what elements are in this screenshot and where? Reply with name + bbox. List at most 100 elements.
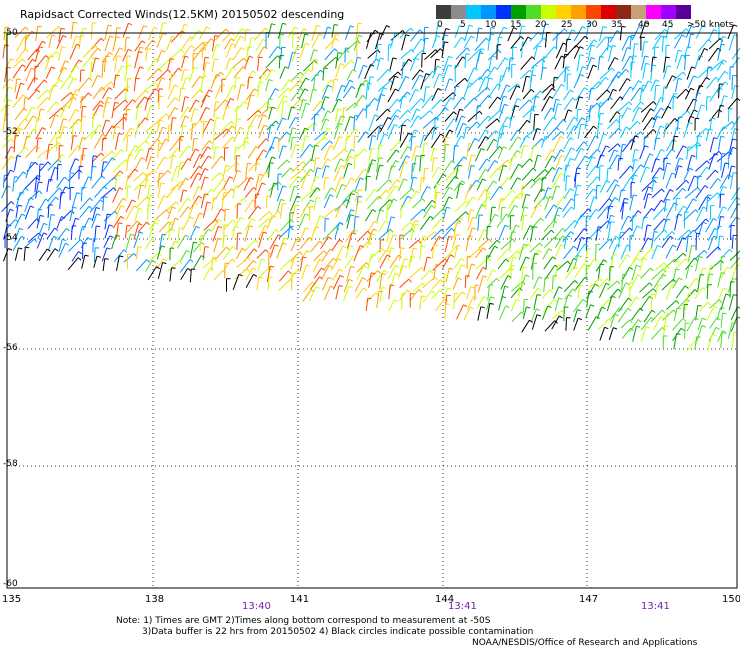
wind-barb (247, 146, 257, 159)
wind-barb-flag (174, 240, 179, 244)
wind-barb-flag (710, 265, 715, 268)
wind-barb-flag (118, 222, 123, 224)
wind-barb (398, 178, 405, 192)
wind-barb (606, 179, 616, 193)
wind-barb (268, 162, 271, 178)
wind-barb-flag (232, 246, 236, 250)
wind-barb-flag (688, 122, 693, 125)
wind-barb-flag (579, 46, 584, 49)
wind-barb-flag (111, 157, 116, 161)
wind-barb (640, 326, 647, 343)
wind-barb (651, 268, 664, 281)
wind-barb (342, 59, 352, 69)
wind-barb (246, 47, 249, 63)
wind-barb (665, 139, 674, 152)
wind-barb-flag (492, 269, 497, 273)
wind-barb-flag (678, 165, 683, 168)
wind-barb-flag (461, 291, 466, 295)
wind-barb (235, 248, 243, 260)
wind-barb-flag (73, 21, 78, 24)
wind-barb (133, 148, 141, 161)
wind-barb (728, 34, 735, 51)
wind-barb-flag (531, 56, 536, 60)
wind-barb (313, 157, 317, 172)
wind-barb-flag (681, 54, 686, 57)
wind-barb (202, 121, 205, 139)
wind-barb-flag (462, 122, 467, 126)
wind-barb (200, 95, 207, 108)
colorbar-swatch (481, 5, 496, 19)
wind-barb (167, 260, 180, 272)
wind-barb-flag (395, 160, 400, 163)
wind-barb (651, 158, 657, 173)
wind-barb-flag (527, 36, 532, 40)
wind-barb (496, 133, 501, 149)
wind-barb (355, 23, 359, 40)
wind-barb-flag (445, 136, 450, 139)
wind-barb-flag (270, 146, 275, 149)
wind-barb (215, 28, 227, 41)
wind-barb-flag (247, 162, 252, 165)
wind-barb-flag (466, 126, 471, 129)
wind-barb (455, 115, 463, 132)
wind-barb (277, 159, 288, 170)
wind-barb-flag (277, 181, 282, 185)
wind-barb-flag (700, 273, 705, 276)
wind-barb-flag (471, 263, 476, 266)
wind-barb-flag (575, 45, 580, 49)
wind-barb (346, 232, 353, 249)
wind-barb-flag (379, 144, 384, 147)
wind-barb-flag (410, 255, 415, 258)
wind-barb-flag (620, 231, 625, 234)
wind-barb (386, 230, 390, 243)
wind-barb (654, 29, 666, 41)
wind-barb-flag (55, 51, 60, 56)
wind-barb-flag (315, 175, 320, 179)
wind-barb (243, 137, 246, 150)
wind-barb-flag (613, 327, 618, 330)
wind-barb-flag (363, 168, 368, 172)
wind-barb (114, 133, 120, 150)
wind-barb (444, 78, 450, 92)
wind-barb (466, 143, 470, 158)
wind-barb (731, 47, 740, 60)
wind-barb-flag (639, 249, 644, 253)
wind-barb (519, 36, 529, 52)
wind-barb (598, 45, 610, 59)
wind-barb (387, 198, 394, 210)
wind-barb (235, 106, 238, 119)
wind-barb-flag (532, 178, 536, 183)
wind-barb-flag (82, 96, 87, 98)
wind-barb (412, 198, 423, 209)
wind-barb-flag (327, 26, 332, 29)
wind-barb-flag (517, 177, 522, 181)
wind-barb (661, 235, 671, 249)
wind-barb-flag (246, 29, 251, 31)
wind-barb (573, 46, 581, 59)
wind-barb-flag (583, 141, 588, 145)
wind-barb (640, 237, 649, 253)
wind-barb-flag (359, 177, 364, 180)
wind-barb-flag (88, 92, 92, 96)
wind-barb (630, 308, 641, 321)
wind-barb-flag (590, 105, 595, 107)
wind-barb-flag (374, 189, 378, 193)
wind-barb (586, 176, 598, 189)
wind-barb-flag (182, 125, 187, 127)
wind-barb (265, 55, 278, 69)
wind-barb-flag (435, 263, 441, 266)
wind-barb (652, 116, 658, 128)
wind-barb-flag (261, 258, 266, 261)
wind-barb (234, 268, 248, 280)
wind-barb (410, 29, 420, 42)
wind-barb (36, 215, 41, 229)
wind-barb-flag (682, 71, 686, 76)
wind-barb-flag (73, 122, 78, 124)
wind-barb-flag (444, 258, 448, 263)
wind-barb-flag (151, 238, 156, 242)
wind-barb (554, 297, 560, 312)
wind-barb (563, 165, 567, 182)
wind-barb-flag (372, 233, 377, 236)
wind-barb (225, 161, 238, 172)
wind-barb (57, 67, 65, 80)
